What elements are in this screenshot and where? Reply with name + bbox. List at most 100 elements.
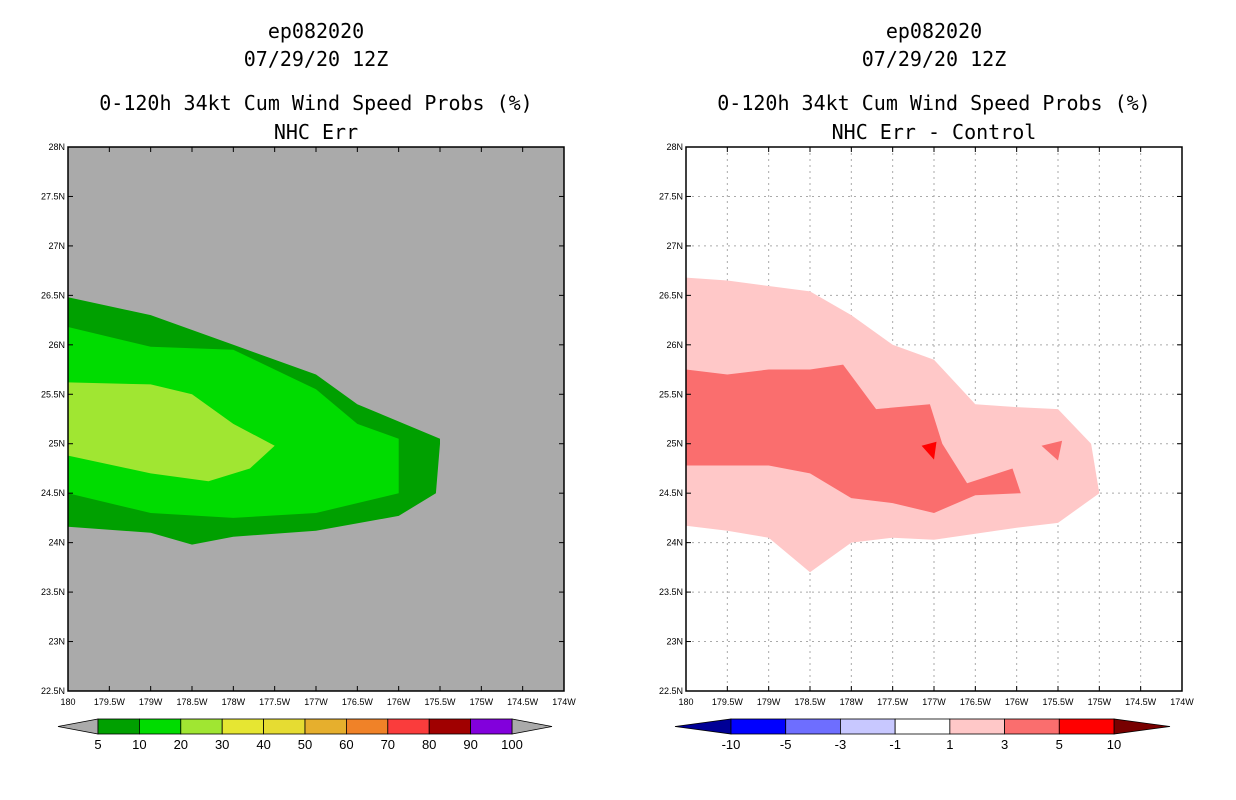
colorbar-label: 30 xyxy=(215,737,229,752)
colorbar-label: 10 xyxy=(132,737,146,752)
y-tick-label: 26N xyxy=(48,340,65,350)
x-tick-label: 178W xyxy=(222,697,246,707)
y-tick-label: 23.5N xyxy=(659,587,683,597)
colorbar-label: 1 xyxy=(946,737,953,752)
y-tick-label: 27.5N xyxy=(41,191,65,201)
y-tick-label: 23N xyxy=(666,637,683,647)
colorbar-end-left xyxy=(674,718,732,735)
colorbar-label: 100 xyxy=(501,737,523,752)
colorbar-swatch xyxy=(345,718,389,735)
contour-5-10 xyxy=(921,441,937,460)
colorbar-label: 20 xyxy=(174,737,188,752)
y-tick-label: 26.5N xyxy=(659,290,683,300)
right-storm-id: ep082020 xyxy=(885,19,983,43)
x-tick-label: 179W xyxy=(757,697,781,707)
y-tick-label: 22.5N xyxy=(41,686,65,696)
contour-20-30 xyxy=(68,382,275,482)
colorbar-label: 5 xyxy=(1056,737,1063,752)
x-tick-label: 174W xyxy=(1170,697,1194,707)
colorbar-swatch xyxy=(840,718,896,735)
y-tick-label: 25.5N xyxy=(659,389,683,399)
colorbar-swatch xyxy=(97,718,140,735)
left-storm-id: ep082020 xyxy=(267,19,365,43)
y-tick-label: 25N xyxy=(666,439,683,449)
x-tick-label: 177W xyxy=(304,697,328,707)
left-subtitle: NHC Err xyxy=(273,120,359,144)
y-tick-label: 27N xyxy=(48,241,65,251)
colorbar-label: 3 xyxy=(1001,737,1008,752)
x-tick-label: 176.5W xyxy=(342,697,374,707)
colorbar: 5 10 20 30 40 50 60 70 80 90 100 xyxy=(57,718,553,752)
x-tick-label: 179.5W xyxy=(712,697,744,707)
colorbar-end-right xyxy=(1113,718,1171,735)
x-tick-label: 174W xyxy=(552,697,576,707)
x-tick-label: 174.5W xyxy=(1125,697,1157,707)
panel-1: 180 179.5W 179W 178.5W 178W 177.5W 177W 176.5W 1… xyxy=(659,142,1194,752)
x-tick-label: 180 xyxy=(678,697,693,707)
colorbar-label: -10 xyxy=(722,737,741,752)
colorbar-swatch xyxy=(949,718,1005,735)
x-tick-label: 176.5W xyxy=(960,697,992,707)
x-tick-label: 178.5W xyxy=(176,697,208,707)
right-subtitle: NHC Err - Control xyxy=(831,120,1037,144)
y-tick-label: 28N xyxy=(666,142,683,152)
x-tick-label: 174.5W xyxy=(507,697,539,707)
colorbar-swatch xyxy=(470,718,513,735)
y-tick-label: 25.5N xyxy=(41,389,65,399)
x-tick-label: 177.5W xyxy=(877,697,909,707)
x-tick-label: 177W xyxy=(922,697,946,707)
colorbar-swatch xyxy=(180,718,223,735)
y-tick-label: 28N xyxy=(48,142,65,152)
colorbar-swatch xyxy=(428,718,472,735)
right-title: 0-120h 34kt Cum Wind Speed Probs (%) xyxy=(717,91,1151,115)
x-tick-label: 175W xyxy=(470,697,494,707)
left-date: 07/29/20 12Z xyxy=(243,47,389,71)
x-tick-label: 178.5W xyxy=(794,697,826,707)
left-title: 0-120h 34kt Cum Wind Speed Probs (%) xyxy=(99,91,533,115)
y-tick-label: 24N xyxy=(666,538,683,548)
colorbar-swatch xyxy=(387,718,430,735)
panel-0: 180 179.5W 179W 178.5W 178W 177.5W 177W 176.5W 1… xyxy=(41,142,576,752)
contour-3-5 xyxy=(1041,440,1063,461)
colorbar-end-left xyxy=(57,718,99,735)
x-tick-label: 179W xyxy=(139,697,163,707)
colorbar-label: -3 xyxy=(835,737,847,752)
colorbar-label: 80 xyxy=(422,737,436,752)
y-tick-label: 24N xyxy=(48,538,65,548)
colorbar-label: -5 xyxy=(780,737,792,752)
x-tick-label: 178W xyxy=(840,697,864,707)
contour-3-5 xyxy=(686,364,1021,513)
y-tick-label: 23N xyxy=(48,637,65,647)
colorbar-label: 40 xyxy=(256,737,270,752)
colorbar-swatch xyxy=(1004,718,1060,735)
x-tick-label: 180 xyxy=(60,697,75,707)
colorbar-label: 60 xyxy=(339,737,353,752)
colorbar-label: 50 xyxy=(298,737,312,752)
y-tick-label: 27.5N xyxy=(659,191,683,201)
x-tick-label: 176W xyxy=(387,697,411,707)
x-tick-label: 175.5W xyxy=(1042,697,1074,707)
colorbar-swatch xyxy=(894,718,951,735)
x-tick-label: 175W xyxy=(1088,697,1112,707)
y-tick-label: 25N xyxy=(48,439,65,449)
colorbar-swatch xyxy=(1058,718,1115,735)
colorbar-swatch xyxy=(138,718,182,735)
colorbar-label: 90 xyxy=(463,737,477,752)
colorbar-swatch xyxy=(785,718,841,735)
x-tick-label: 176W xyxy=(1005,697,1029,707)
y-tick-label: 26.5N xyxy=(41,290,65,300)
colorbar-label: -1 xyxy=(889,737,901,752)
colorbar-swatch xyxy=(304,718,347,735)
colorbar-label: 70 xyxy=(381,737,395,752)
x-tick-label: 179.5W xyxy=(94,697,126,707)
colorbar-swatch xyxy=(221,718,264,735)
y-tick-label: 24.5N xyxy=(41,488,65,498)
y-tick-label: 22.5N xyxy=(659,686,683,696)
y-tick-label: 26N xyxy=(666,340,683,350)
x-tick-label: 175.5W xyxy=(424,697,456,707)
y-tick-label: 23.5N xyxy=(41,587,65,597)
x-tick-label: 177.5W xyxy=(259,697,291,707)
y-tick-label: 24.5N xyxy=(659,488,683,498)
colorbar-swatch xyxy=(730,718,787,735)
